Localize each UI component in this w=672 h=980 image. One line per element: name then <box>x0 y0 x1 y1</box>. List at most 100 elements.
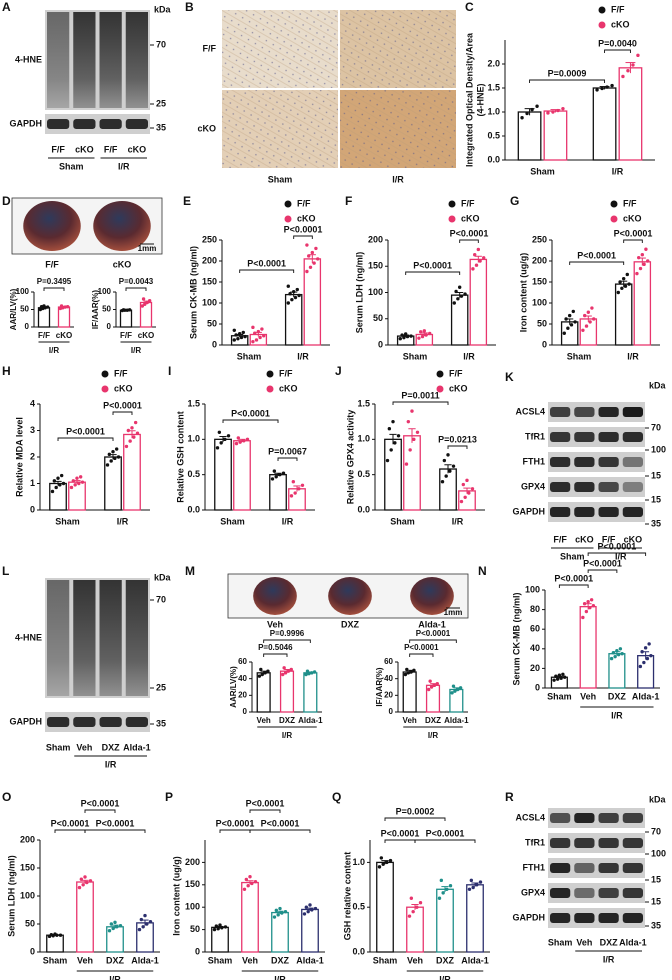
y-tick-label: 100 <box>532 297 547 307</box>
y-tick-label: 100 <box>16 287 30 296</box>
blot-strip <box>548 808 645 828</box>
scale-label: 1mm <box>138 244 157 253</box>
data-point <box>263 671 267 675</box>
data-point <box>635 271 639 276</box>
group-label: Sham <box>560 551 585 561</box>
significance-label: P<0.0001 <box>381 828 420 838</box>
significance-bracket <box>604 49 631 53</box>
data-point <box>419 330 423 334</box>
legend-marker <box>598 21 606 29</box>
blot-row-label: TfR1 <box>525 431 545 441</box>
data-point <box>242 439 246 443</box>
blot-band <box>598 482 619 492</box>
data-point <box>232 338 236 342</box>
data-point <box>439 878 444 883</box>
data-point <box>408 448 412 452</box>
legend-marker <box>610 215 618 223</box>
data-point <box>111 450 115 454</box>
data-point <box>454 289 458 294</box>
lane-label: Sham <box>46 742 71 752</box>
data-point <box>140 304 145 308</box>
data-point <box>562 675 567 679</box>
data-point <box>428 331 432 336</box>
data-point <box>581 615 585 620</box>
blot-strip <box>548 502 645 522</box>
data-point <box>127 308 132 312</box>
group-label: I/R <box>611 710 623 720</box>
y-tick-label: 0.0 <box>357 504 370 514</box>
blot-strip <box>548 833 645 853</box>
kda-marker: 70 <box>651 422 661 432</box>
data-point <box>638 664 643 669</box>
x-tick-label: I/R <box>452 516 464 526</box>
y-tick-label: 1.0 <box>187 434 200 444</box>
data-point <box>467 887 472 891</box>
group-label: I/R <box>439 974 451 980</box>
data-point <box>564 317 568 321</box>
histology-texture <box>222 10 338 88</box>
y-tick-label: 100 <box>202 297 217 307</box>
data-point <box>58 483 62 487</box>
image-label: cKO <box>113 259 132 269</box>
panel-letter: C <box>465 0 474 14</box>
panel-letter: G <box>510 194 519 208</box>
y-tick-label: 250 <box>202 234 217 244</box>
data-point <box>584 609 589 614</box>
scale-label: 1mm <box>444 608 463 617</box>
y-axis-label: AAR/LV(%) <box>229 666 238 708</box>
data-point <box>286 669 291 673</box>
data-point <box>259 667 263 672</box>
data-point <box>610 83 614 88</box>
y-tick-label: 1.0 <box>352 857 365 867</box>
panel-letter: O <box>2 790 11 804</box>
data-point <box>232 328 236 332</box>
x-tick-label: Sham <box>530 166 555 176</box>
blot-band <box>574 432 595 442</box>
group-label: I/R <box>603 954 615 964</box>
lane-label: Veh <box>76 742 92 752</box>
blot-band <box>125 119 148 129</box>
data-point <box>385 860 389 865</box>
data-point <box>452 301 456 305</box>
kda-marker: 25 <box>156 98 166 108</box>
blot-band <box>598 913 619 923</box>
data-point <box>81 883 85 887</box>
blot-strip <box>548 883 645 903</box>
data-point <box>310 671 314 675</box>
data-point <box>244 877 249 882</box>
blot-band <box>574 507 595 517</box>
blot-band <box>73 119 96 129</box>
data-point <box>109 922 114 926</box>
data-point <box>282 666 286 670</box>
data-point <box>291 289 296 294</box>
y-tick-label: 2 <box>30 451 35 461</box>
data-point <box>415 905 419 909</box>
data-point <box>290 297 294 302</box>
y-tick-label: 100 <box>20 890 35 900</box>
y-tick-label: 40 <box>530 643 540 653</box>
bar <box>402 671 417 713</box>
group-label: I/R <box>109 974 121 980</box>
significance-bracket <box>84 829 146 833</box>
data-point <box>83 875 87 879</box>
data-point <box>289 667 293 672</box>
data-point <box>79 877 84 881</box>
data-point <box>590 306 594 310</box>
legend-label: cKO <box>623 213 642 223</box>
data-point <box>561 672 565 676</box>
data-point <box>592 317 596 321</box>
x-tick-label: DXZ <box>271 955 290 965</box>
panel-letter: N <box>478 564 487 578</box>
y-axis-label: Serum CK-MB (ng/ml) <box>511 593 521 686</box>
data-point <box>241 330 245 335</box>
blot-band <box>550 457 571 467</box>
significance-bracket <box>293 235 313 239</box>
data-point <box>280 911 284 915</box>
data-point <box>107 929 112 933</box>
data-point <box>461 482 466 487</box>
data-point <box>289 494 294 498</box>
data-point <box>428 679 432 683</box>
blot-band <box>574 913 595 923</box>
panel-letter: A <box>2 0 11 14</box>
data-point <box>456 297 460 301</box>
